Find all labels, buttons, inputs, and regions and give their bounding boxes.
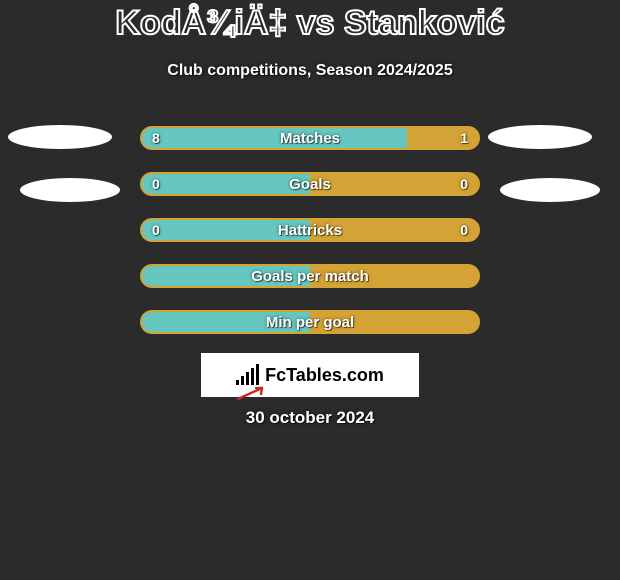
- stat-label: Goals per match: [142, 266, 478, 286]
- fctables-logo: FcTables.com: [201, 353, 419, 397]
- player-right-photo-placeholder-2: [500, 178, 600, 202]
- date-label: 30 october 2024: [0, 408, 620, 428]
- comparison-infographic: KodÅ¾iÄ‡ vs Stanković Club competitions,…: [0, 0, 620, 580]
- stat-right-value: 1: [450, 128, 478, 148]
- stat-row: Matches8 1: [140, 126, 480, 150]
- stat-label: Goals: [142, 174, 478, 194]
- stat-right-value: 0: [450, 220, 478, 240]
- stat-right-value: 0: [450, 174, 478, 194]
- stat-left-value: 0: [142, 174, 170, 194]
- stat-left-value: 8: [142, 128, 170, 148]
- stat-row: Goals per match: [140, 264, 480, 288]
- stat-label: Min per goal: [142, 312, 478, 332]
- logo-text: FcTables.com: [265, 365, 384, 386]
- stat-row: Goals0 0: [140, 172, 480, 196]
- stat-label: Matches: [142, 128, 478, 148]
- stat-label: Hattricks: [142, 220, 478, 240]
- stat-left-value: 0: [142, 220, 170, 240]
- stat-row: Min per goal: [140, 310, 480, 334]
- page-title: KodÅ¾iÄ‡ vs Stanković: [0, 4, 620, 43]
- logo-bars-icon: [236, 365, 259, 385]
- stat-row: Hattricks0 0: [140, 218, 480, 242]
- player-left-photo-placeholder-2: [20, 178, 120, 202]
- player-left-photo-placeholder-1: [8, 125, 112, 149]
- subtitle: Club competitions, Season 2024/2025: [0, 62, 620, 80]
- logo-arrow-icon: [236, 385, 272, 401]
- player-right-photo-placeholder-1: [488, 125, 592, 149]
